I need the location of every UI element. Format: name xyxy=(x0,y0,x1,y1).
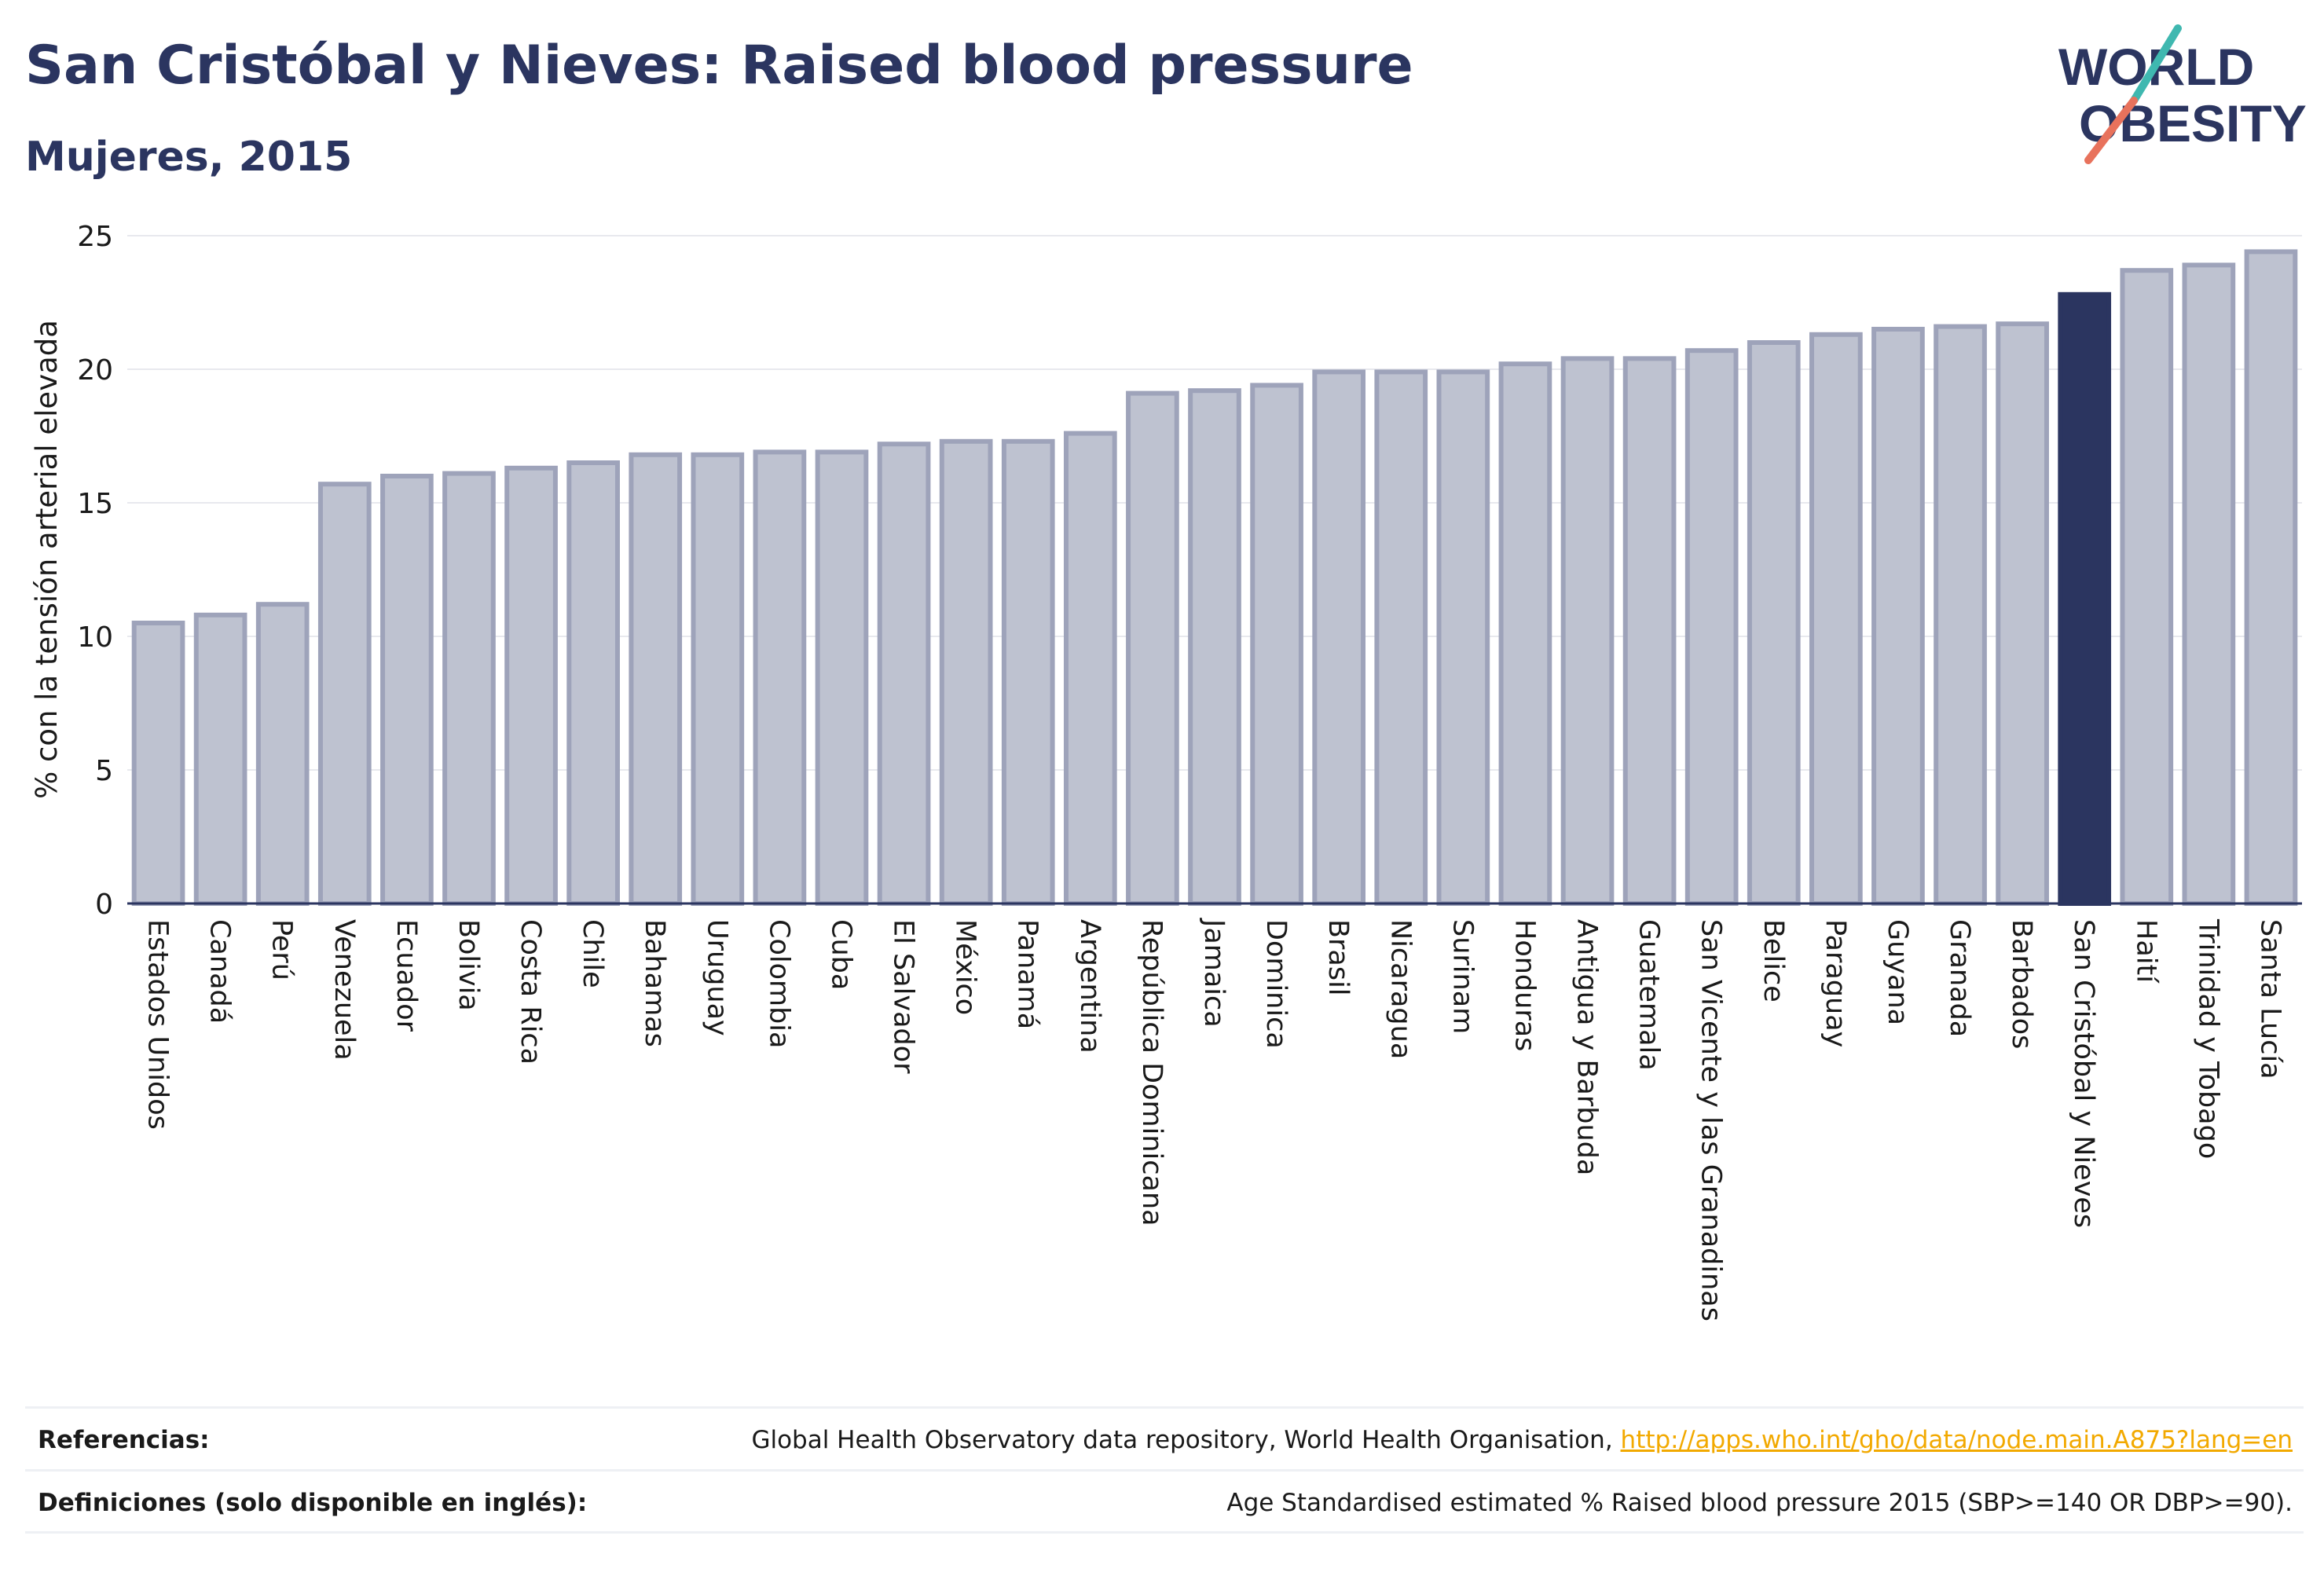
bar-venezuela[interactable] xyxy=(317,482,372,906)
bar-república-dominicana[interactable] xyxy=(1126,390,1179,907)
x-tick-label: Jamaica xyxy=(1198,918,1230,1028)
bar-uruguay[interactable] xyxy=(691,452,745,906)
bar-bahamas[interactable] xyxy=(629,452,683,906)
bar-ecuador[interactable] xyxy=(380,474,434,906)
x-tick-label: Colombia xyxy=(763,919,794,1048)
bar-paraguay[interactable] xyxy=(1809,332,1863,906)
x-tick-label: Belice xyxy=(1758,919,1789,1002)
references-link[interactable]: http://apps.who.int/gho/data/node.main.A… xyxy=(1620,1426,2293,1454)
bar-perú[interactable] xyxy=(255,602,310,906)
x-tick-label: Antigua y Barbuda xyxy=(1571,919,1603,1175)
x-tick-label: El Salvador xyxy=(888,919,919,1074)
bar-bolivia[interactable] xyxy=(442,471,496,906)
definitions-label: Definiciones (solo disponible en inglés)… xyxy=(38,1489,588,1517)
x-tick-label: Panamá xyxy=(1012,919,1043,1029)
x-tick-label: Surinam xyxy=(1446,919,1478,1034)
bar-chart: Estados Unidos Canadá Perú Venezuela Ecuador… xyxy=(30,221,2302,1321)
x-tick-label: San Vicente y las Granadinas xyxy=(1695,919,1727,1321)
x-tick-label: Santa Lucía xyxy=(2254,919,2286,1079)
bar-estados-unidos[interactable] xyxy=(131,621,185,906)
y-tick-label: 25 xyxy=(77,221,113,253)
x-tick-label: Dominica xyxy=(1260,919,1292,1049)
bar-méxico[interactable] xyxy=(939,438,993,906)
bar-san-cristóbal-y-nieves[interactable] xyxy=(2058,291,2112,906)
bar-dominica[interactable] xyxy=(1250,383,1303,906)
x-tick-label: Granada xyxy=(1944,919,1975,1037)
x-tick-label: Uruguay xyxy=(701,919,732,1036)
y-tick-label: 20 xyxy=(77,354,113,387)
y-tick-label: 0 xyxy=(95,889,113,921)
x-tick-label: Estados Unidos xyxy=(142,919,174,1130)
world-obesity-logo: WORLD OBESITY xyxy=(2058,24,2307,164)
bar-chile[interactable] xyxy=(566,460,620,906)
x-tick-label: Ecuador xyxy=(390,919,422,1032)
x-tick-label: Nicaragua xyxy=(1384,919,1416,1059)
bar-argentina[interactable] xyxy=(1063,431,1117,906)
bar-santa-lucía[interactable] xyxy=(2244,249,2298,906)
bar-guatemala[interactable] xyxy=(1622,356,1677,906)
definitions-row: Definiciones (solo disponible en inglés)… xyxy=(25,1469,2304,1534)
bar-el-salvador[interactable] xyxy=(877,442,931,906)
bar-cuba[interactable] xyxy=(815,449,869,906)
references-value: Global Health Observatory data repositor… xyxy=(751,1426,2293,1454)
bar-honduras[interactable] xyxy=(1498,361,1552,906)
bar-guyana[interactable] xyxy=(1871,327,1925,906)
references-label: Referencias: xyxy=(38,1426,210,1454)
x-tick-label: Perú xyxy=(266,919,298,980)
page-subtitle: Mujeres, 2015 xyxy=(25,134,353,181)
bar-nicaragua[interactable] xyxy=(1374,369,1428,906)
bar-brasil[interactable] xyxy=(1312,369,1366,906)
x-tick-label: Canadá xyxy=(204,919,236,1024)
x-tick-label: Bahamas xyxy=(639,919,670,1047)
y-tick-label: 5 xyxy=(95,755,113,787)
bar-haití[interactable] xyxy=(2120,268,2174,906)
x-tick-label: México xyxy=(950,919,981,1015)
bar-antigua-y-barbuda[interactable] xyxy=(1560,356,1615,906)
x-tick-label: Venezuela xyxy=(328,919,360,1061)
x-tick-label: Guatemala xyxy=(1633,919,1665,1071)
bar-costa-rica[interactable] xyxy=(504,465,558,906)
y-tick-label: 10 xyxy=(77,621,113,654)
bar-barbados[interactable] xyxy=(1996,321,2049,906)
references-text: Global Health Observatory data repositor… xyxy=(751,1426,1621,1454)
x-tick-label: Haití xyxy=(2130,919,2161,984)
bar-jamaica[interactable] xyxy=(1188,388,1241,906)
x-tick-label: Barbados xyxy=(2006,919,2037,1049)
x-tick-label: República Dominicana xyxy=(1136,919,1167,1226)
x-tick-label: Trinidad y Tobago xyxy=(2192,918,2223,1159)
bar-trinidad-y-tobago[interactable] xyxy=(2182,262,2236,906)
y-axis-label: % con la tensión arterial elevada xyxy=(30,320,64,799)
x-tick-label: Paraguay xyxy=(1820,919,1851,1047)
x-tick-label: Argentina xyxy=(1074,919,1105,1054)
bar-san-vicente-y-las-granadinas[interactable] xyxy=(1684,348,1739,906)
x-tick-label: San Cristóbal y Nieves xyxy=(2068,919,2099,1228)
bar-surinam[interactable] xyxy=(1436,369,1490,906)
x-tick-label: Cuba xyxy=(825,919,856,990)
x-tick-label: Chile xyxy=(577,919,608,988)
x-tick-label: Brasil xyxy=(1322,919,1354,996)
bar-canadá[interactable] xyxy=(193,612,247,906)
bar-colombia[interactable] xyxy=(753,449,807,906)
y-tick-label: 15 xyxy=(77,488,113,520)
page-title: San Cristóbal y Nieves: Raised blood pre… xyxy=(25,35,1413,97)
references-row: Referencias: Global Health Observatory d… xyxy=(25,1406,2304,1468)
x-tick-label: Costa Rica xyxy=(515,919,546,1065)
bar-belice[interactable] xyxy=(1747,340,1801,906)
x-tick-label: Honduras xyxy=(1508,919,1540,1051)
bar-granada[interactable] xyxy=(1934,324,1987,907)
x-tick-label: Guyana xyxy=(1882,919,1913,1025)
bar-panamá[interactable] xyxy=(1001,438,1055,906)
x-tick-label: Bolivia xyxy=(453,919,484,1011)
definitions-value: Age Standardised estimated % Raised bloo… xyxy=(1226,1489,2293,1517)
